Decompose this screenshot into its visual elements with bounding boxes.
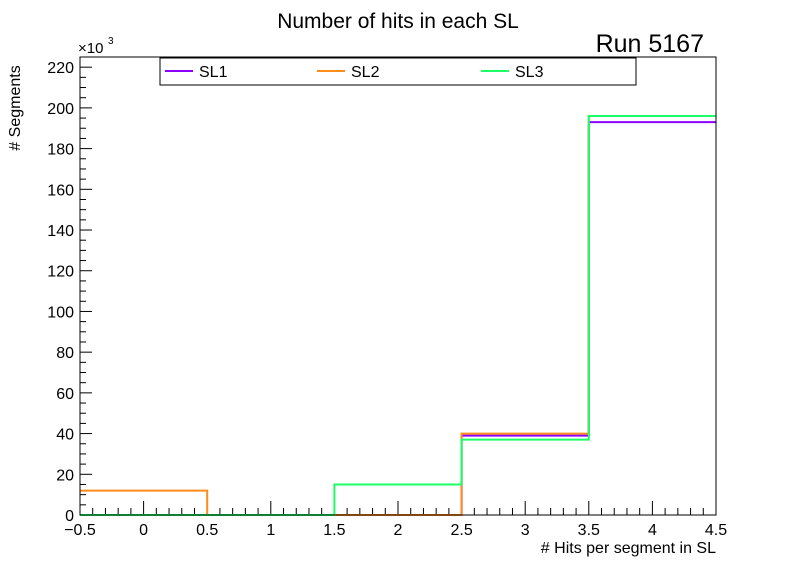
y-tick-label: 80 (56, 345, 74, 362)
y-tick-label: 60 (56, 386, 74, 403)
x-tick-label: 1.5 (323, 522, 345, 539)
x-axis-label: # Hits per segment in SL (541, 540, 716, 557)
y-multiplier-exponent: 3 (108, 36, 114, 47)
x-tick-label: 4 (648, 522, 657, 539)
axis-ticks (79, 56, 717, 516)
chart-title: Number of hits in each SL (277, 10, 519, 33)
y-tick-label: 120 (47, 264, 74, 281)
x-tick-label: 0.5 (196, 522, 218, 539)
x-tick-label: 1 (266, 522, 275, 539)
series-group (80, 115, 716, 516)
legend-label-sl3: SL3 (515, 64, 544, 81)
x-tick-label: 3.5 (578, 522, 600, 539)
y-tick-label: 20 (56, 467, 74, 484)
legend: SL1 SL2 SL3 (159, 57, 637, 86)
run-label: Run 5167 (596, 30, 704, 58)
x-tick-label: −0.5 (64, 522, 96, 539)
x-tick-label: 3 (521, 522, 530, 539)
y-tick-label: 100 (47, 304, 74, 321)
series-line-sl2 (80, 115, 716, 516)
y-multiplier-base: ×10 (78, 40, 103, 57)
legend-box (159, 57, 637, 86)
plot-frame (79, 56, 717, 516)
x-tick-label: 2 (394, 522, 403, 539)
series-line-sl1 (80, 121, 716, 516)
y-tick-label: 160 (47, 182, 74, 199)
y-tick-label: 220 (47, 60, 74, 77)
x-tick-label: 2.5 (450, 522, 472, 539)
x-tick-label: 4.5 (705, 522, 727, 539)
y-tick-label: 40 (56, 427, 74, 444)
legend-label-sl2: SL2 (351, 64, 380, 81)
legend-label-sl1: SL1 (199, 64, 228, 81)
x-tick-label: 0 (139, 522, 148, 539)
y-tick-label: 180 (47, 142, 74, 159)
series-line-sl3 (80, 115, 716, 516)
y-tick-label: 140 (47, 223, 74, 240)
y-tick-label: 200 (47, 101, 74, 118)
y-multiplier: ×10 3 (78, 36, 114, 57)
y-axis-label: # Segments (7, 65, 24, 150)
y-tick-label: 0 (65, 508, 74, 525)
